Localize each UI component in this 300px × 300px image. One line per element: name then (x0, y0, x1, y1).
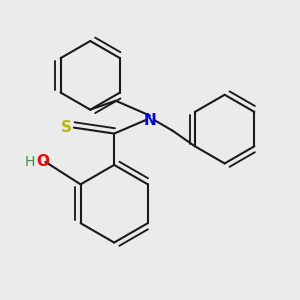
Text: N: N (144, 112, 156, 128)
Text: S: S (61, 120, 72, 135)
Text: O: O (36, 154, 49, 169)
Text: H: H (25, 155, 35, 169)
